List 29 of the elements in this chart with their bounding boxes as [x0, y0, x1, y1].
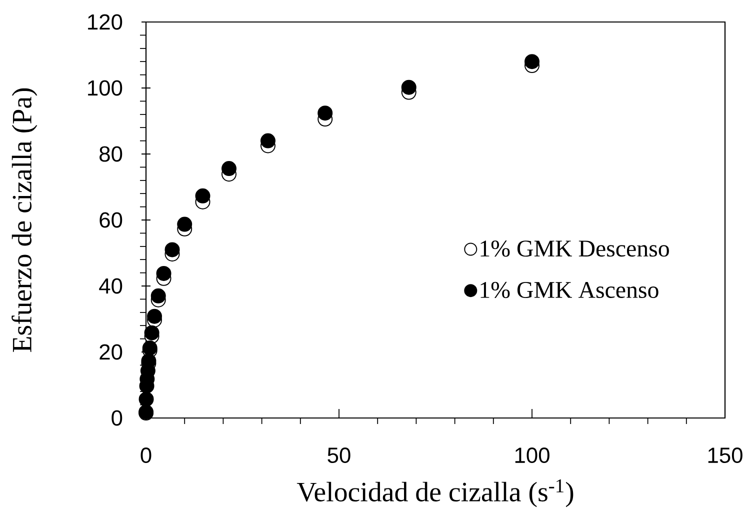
legend-label: 1% GMK Ascenso: [480, 282, 658, 298]
y-axis-title: Esfuerzo de cizalla (Pa): [12, 88, 38, 352]
point: [150, 288, 166, 304]
point: [138, 392, 154, 407]
x-tick-label: 50: [328, 448, 350, 464]
point: [318, 106, 333, 121]
point: [195, 188, 210, 204]
x-tick-label: 100: [515, 448, 550, 464]
point: [260, 133, 276, 148]
x-tick-label: 150: [708, 448, 742, 464]
point: [221, 161, 236, 176]
y-tick-label: 60: [100, 212, 122, 228]
y-tick-label: 0: [112, 410, 122, 426]
x-axis-title: Velocidad de cizalla (s$^{-1}$): [296, 479, 574, 508]
point: [156, 266, 172, 281]
x-tick-label: 0: [140, 448, 152, 464]
point: [524, 54, 540, 70]
point: [144, 325, 160, 340]
point: [177, 216, 192, 232]
point: [164, 242, 180, 258]
y-tick-label: 40: [99, 278, 122, 294]
y-tick-label: 20: [100, 344, 122, 360]
point: [141, 353, 156, 368]
legend-label: 1% GMK Descenso: [480, 240, 669, 257]
point: [401, 80, 416, 95]
point: [146, 308, 162, 324]
y-tick-label: 120: [88, 14, 122, 30]
y-tick-label: 100: [88, 80, 122, 96]
y-tick-label: 80: [100, 146, 122, 162]
